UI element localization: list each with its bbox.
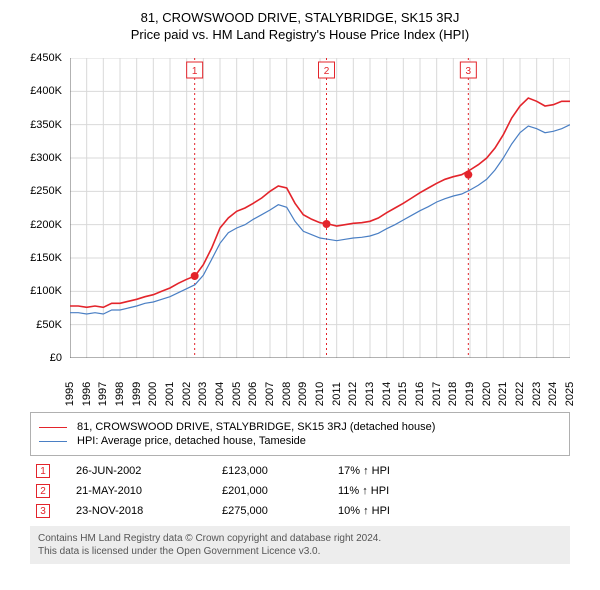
x-tick-label: 2007 <box>264 382 276 406</box>
x-tick-label: 1998 <box>114 382 126 406</box>
footer-attribution: Contains HM Land Registry data © Crown c… <box>30 526 570 564</box>
x-tick-label: 2004 <box>214 382 226 406</box>
y-tick-label: £0 <box>50 352 62 364</box>
chart-subtitle: Price paid vs. HM Land Registry's House … <box>10 27 590 42</box>
legend-swatch <box>39 441 67 442</box>
y-tick-label: £50K <box>36 319 62 331</box>
event-date: 21-MAY-2010 <box>76 485 196 497</box>
x-tick-label: 2021 <box>497 382 509 406</box>
y-tick-label: £200K <box>30 219 62 231</box>
event-marker: 2 <box>36 484 50 498</box>
x-tick-label: 2008 <box>281 382 293 406</box>
x-tick-label: 1999 <box>131 382 143 406</box>
x-tick-label: 2012 <box>347 382 359 406</box>
event-marker: 1 <box>36 464 50 478</box>
x-tick-label: 1996 <box>81 382 93 406</box>
footer-line: Contains HM Land Registry data © Crown c… <box>38 532 562 545</box>
chart-title: 81, CROWSWOOD DRIVE, STALYBRIDGE, SK15 3… <box>10 10 590 25</box>
svg-text:2: 2 <box>324 66 330 77</box>
x-tick-label: 2003 <box>197 382 209 406</box>
x-tick-label: 2002 <box>181 382 193 406</box>
x-tick-label: 2014 <box>381 382 393 406</box>
chart-area: £0 £50K £100K £150K £200K £250K £300K £350K £400… <box>20 52 580 412</box>
x-tick-label: 2006 <box>247 382 259 406</box>
x-tick-label: 2016 <box>414 382 426 406</box>
y-tick-label: £250K <box>30 185 62 197</box>
x-tick-label: 2018 <box>447 382 459 406</box>
x-tick-label: 2009 <box>297 382 309 406</box>
event-pct: 10% ↑ HPI <box>338 505 438 517</box>
x-tick-label: 2000 <box>147 382 159 406</box>
y-tick-label: £400K <box>30 85 62 97</box>
x-tick-label: 1995 <box>64 382 76 406</box>
x-tick-label: 2022 <box>514 382 526 406</box>
event-price: £201,000 <box>222 485 312 497</box>
event-price: £123,000 <box>222 465 312 477</box>
footer-line: This data is licensed under the Open Gov… <box>38 545 562 558</box>
x-tick-label: 2013 <box>364 382 376 406</box>
x-tick-label: 2015 <box>397 382 409 406</box>
y-tick-label: £100K <box>30 285 62 297</box>
event-pct: 17% ↑ HPI <box>338 465 438 477</box>
legend-label: HPI: Average price, detached house, Tame… <box>77 435 306 447</box>
x-tick-label: 2001 <box>164 382 176 406</box>
x-tick-label: 2019 <box>464 382 476 406</box>
x-tick-label: 2011 <box>331 382 343 406</box>
legend: 81, CROWSWOOD DRIVE, STALYBRIDGE, SK15 3… <box>30 412 570 456</box>
y-tick-label: £450K <box>30 52 62 64</box>
svg-text:1: 1 <box>192 66 198 77</box>
event-row: 3 23-NOV-2018 £275,000 10% ↑ HPI <box>30 504 570 518</box>
y-tick-label: £150K <box>30 252 62 264</box>
legend-item: HPI: Average price, detached house, Tame… <box>39 435 561 447</box>
x-tick-label: 2025 <box>564 382 576 406</box>
event-marker: 3 <box>36 504 50 518</box>
x-tick-label: 2017 <box>431 382 443 406</box>
legend-label: 81, CROWSWOOD DRIVE, STALYBRIDGE, SK15 3… <box>77 421 435 433</box>
event-date: 23-NOV-2018 <box>76 505 196 517</box>
event-row: 2 21-MAY-2010 £201,000 11% ↑ HPI <box>30 484 570 498</box>
x-tick-label: 2010 <box>314 382 326 406</box>
x-tick-label: 2005 <box>231 382 243 406</box>
events-table: 1 26-JUN-2002 £123,000 17% ↑ HPI 2 21-MAY-201… <box>30 464 570 518</box>
x-tick-label: 2023 <box>531 382 543 406</box>
event-price: £275,000 <box>222 505 312 517</box>
y-tick-label: £300K <box>30 152 62 164</box>
legend-swatch <box>39 427 67 428</box>
legend-item: 81, CROWSWOOD DRIVE, STALYBRIDGE, SK15 3… <box>39 421 561 433</box>
event-date: 26-JUN-2002 <box>76 465 196 477</box>
svg-text:3: 3 <box>466 66 472 77</box>
event-row: 1 26-JUN-2002 £123,000 17% ↑ HPI <box>30 464 570 478</box>
plot-svg: 1 2 3 <box>70 58 570 358</box>
y-tick-label: £350K <box>30 119 62 131</box>
x-tick-label: 1997 <box>97 382 109 406</box>
event-pct: 11% ↑ HPI <box>338 485 438 497</box>
x-tick-label: 2020 <box>481 382 493 406</box>
x-tick-label: 2024 <box>547 382 559 406</box>
